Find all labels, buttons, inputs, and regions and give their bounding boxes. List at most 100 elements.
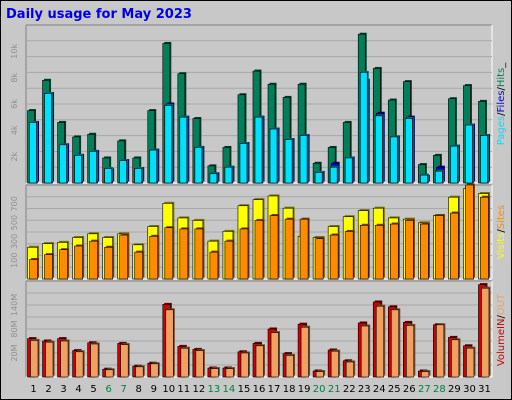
sites-bar-face: [405, 220, 414, 280]
hits-panel-tick-label: 10k: [10, 44, 19, 59]
pages-bar: [359, 70, 369, 184]
kbout-bar-face: [421, 371, 430, 378]
pages-bar-face: [134, 168, 143, 184]
kbout-bar: [165, 308, 175, 378]
kbout-bar: [195, 349, 205, 378]
sites-bar-face: [359, 224, 369, 280]
pages-bar: [435, 169, 444, 184]
visits-panel-legend: Visits/Sites: [496, 205, 507, 259]
pages-bar: [119, 159, 129, 184]
sites-bar-face: [450, 212, 459, 280]
sites-bar-face: [314, 238, 324, 280]
kbout-bar-face: [406, 325, 415, 378]
day-label: 25: [388, 384, 401, 395]
pages-bar: [89, 149, 99, 184]
pages-bar-face: [59, 144, 67, 184]
pages-bar: [374, 114, 384, 184]
pages-bar: [269, 127, 279, 184]
sites-bar-face: [194, 228, 204, 280]
kbout-bar: [135, 365, 145, 378]
pages-bar: [314, 170, 324, 184]
pages-bar-face: [329, 166, 338, 184]
day-label: 2: [45, 384, 51, 395]
pages-bar: [224, 165, 234, 184]
kbout-bar-face: [255, 345, 264, 378]
day-label: 22: [343, 384, 356, 395]
pages-bar-face: [359, 72, 368, 184]
sites-bar-face: [74, 245, 83, 280]
day-label: 29: [448, 384, 461, 395]
sites-bar-face: [179, 228, 189, 280]
sites-bar-face: [224, 240, 234, 280]
day-label: 20: [313, 384, 326, 395]
kbout-bar: [436, 323, 446, 378]
pages-bar-face: [209, 173, 218, 184]
kbout-bar-face: [120, 344, 129, 378]
kbout-bar-face: [390, 309, 400, 378]
kbout-bar: [375, 304, 386, 378]
sites-bar-face: [374, 224, 384, 280]
volume-panel-tick-label: 140M: [10, 294, 19, 316]
sites-bar: [314, 237, 325, 280]
legend-entry: Sites: [496, 205, 507, 229]
kbout-bar: [180, 346, 190, 378]
kbout-bar-face: [165, 309, 174, 378]
kbout-bar: [285, 353, 296, 378]
pages-bar: [179, 115, 189, 184]
sites-bar: [239, 227, 250, 280]
kbout-bar-face: [135, 366, 144, 378]
kbout-bar-face: [466, 347, 475, 378]
day-label: 31: [478, 384, 491, 395]
legend-entry: /: [496, 112, 507, 116]
kbout-bar-face: [436, 324, 445, 378]
day-label: 8: [136, 384, 142, 395]
kbout-bar: [105, 368, 115, 378]
kbout-bar-face: [195, 350, 204, 378]
sites-bar: [465, 183, 475, 280]
kbout-bar: [225, 367, 235, 378]
day-label: 3: [60, 384, 66, 395]
day-label: 27: [418, 384, 431, 395]
kbout-bar-face: [375, 305, 385, 378]
sites-bar-face: [329, 234, 339, 280]
legend-entry: OUT: [496, 293, 507, 315]
day-label: 9: [151, 384, 157, 395]
kbout-bar-face: [451, 339, 460, 378]
legend-entry: /: [496, 87, 507, 91]
hits-panel-tick-label: 2k: [10, 151, 19, 161]
kbout-bar-face: [300, 326, 309, 378]
kbout-bar: [421, 370, 431, 378]
hits-panel-tick-label: 4k: [10, 125, 19, 135]
day-label: 10: [162, 384, 175, 395]
pages-bar-face: [435, 170, 443, 184]
sites-bar-face: [44, 254, 53, 280]
pages-bar: [149, 148, 159, 184]
kbout-bar: [60, 339, 70, 378]
day-label: 18: [283, 384, 296, 395]
page-title: Daily usage for May 2023: [6, 7, 192, 22]
sites-bar-face: [89, 240, 98, 280]
legend-entry: /: [496, 315, 507, 319]
kbout-bar: [150, 362, 160, 378]
pages-bar-face: [314, 172, 323, 184]
kbout-bar-face: [315, 371, 324, 378]
sites-bar: [179, 227, 190, 280]
sites-bar: [284, 217, 295, 280]
kbout-bar: [360, 324, 371, 378]
legend-entry: Visits: [496, 233, 507, 260]
sites-bar: [480, 195, 490, 280]
hits-panel-tick-label: 6k: [10, 99, 19, 109]
sites-bar-face: [104, 246, 113, 280]
sites-bar-face: [344, 231, 354, 280]
pages-bar: [59, 143, 69, 184]
sites-bar-face: [420, 223, 429, 280]
day-label: 12: [193, 384, 206, 395]
sites-bar: [450, 211, 460, 280]
sites-bar: [435, 214, 445, 280]
kbout-bar-face: [270, 332, 279, 378]
sites-bar-face: [119, 234, 128, 280]
kbout-bar-face: [481, 287, 490, 378]
pages-bar: [329, 165, 339, 184]
kbout-bar: [45, 340, 55, 378]
